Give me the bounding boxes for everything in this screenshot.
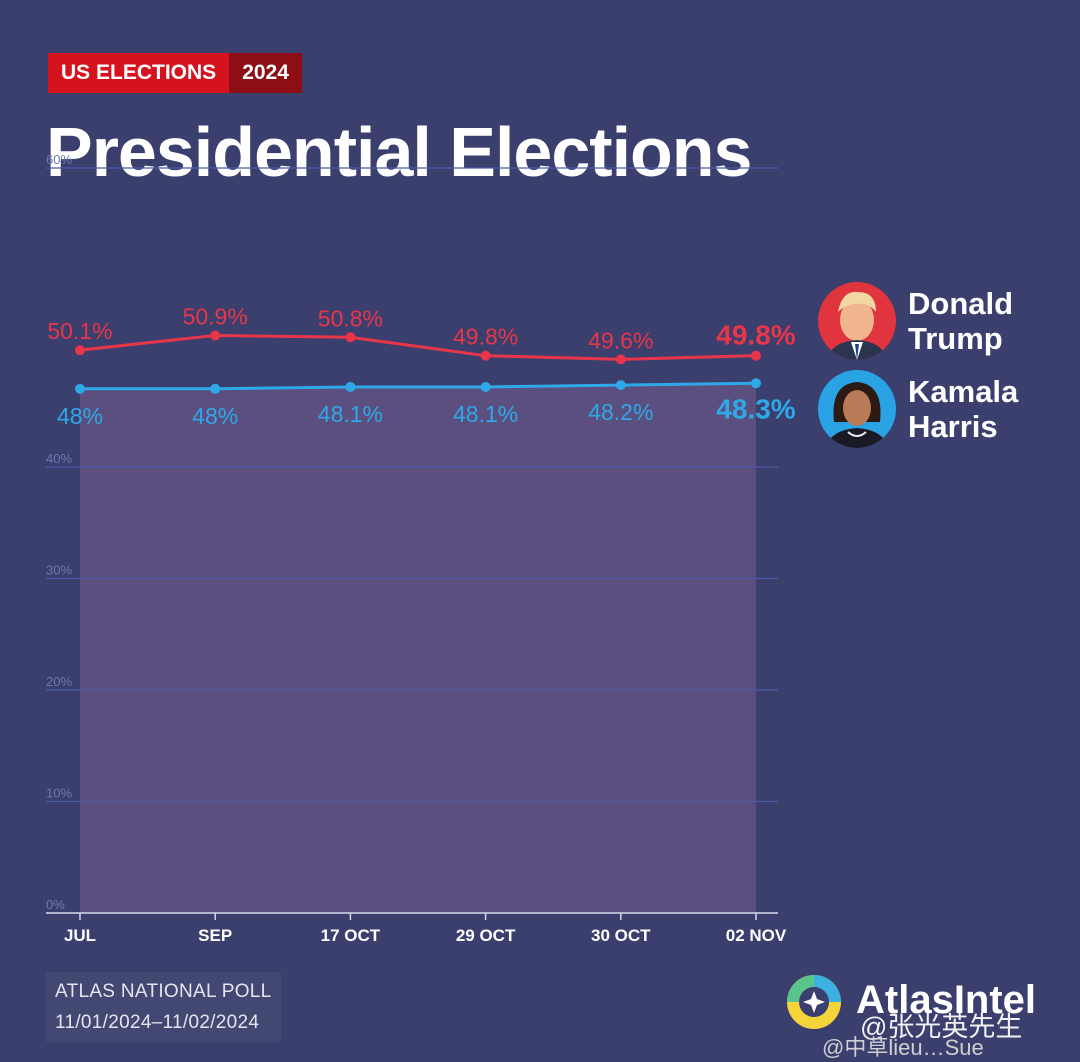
harris-data-label: 48.2% (588, 399, 653, 425)
harris-point (345, 381, 356, 392)
harris-name: Kamala Harris (908, 374, 1019, 444)
trump-name: Donald Trump (908, 286, 1014, 356)
trump-data-label: 50.9% (183, 303, 248, 329)
x-tick-label: 29 OCT (456, 926, 516, 945)
trump-point (615, 354, 626, 365)
trump-line (79, 333, 757, 361)
source-title: ATLAS NATIONAL POLL (55, 981, 272, 1002)
trump-point (751, 350, 761, 361)
source-dates: 11/01/2024–11/02/2024 (55, 1012, 260, 1033)
trump-point (75, 345, 85, 356)
trump-avatar (818, 282, 896, 360)
y-tick-label: 20% (46, 674, 72, 689)
harris-point (751, 378, 761, 389)
trump-point (480, 350, 491, 361)
harris-point (480, 381, 491, 392)
atlas-logo-icon (787, 975, 841, 1029)
x-tick-label: JUL (64, 926, 96, 945)
harris-point (615, 380, 626, 391)
trump-point (345, 332, 356, 343)
harris-point (75, 383, 85, 394)
tag-year: 2024 (229, 53, 302, 93)
candidate-harris: Kamala Harris (818, 370, 1018, 448)
x-tick-label: 02 NOV (726, 926, 787, 945)
x-tick-label: SEP (198, 926, 232, 945)
candidate-trump: Donald Trump (818, 282, 1013, 360)
harris-data-label: 48.1% (453, 401, 518, 427)
harris-area (80, 383, 756, 913)
page-title: Presidential Elections (46, 113, 752, 191)
y-tick-label: 10% (46, 786, 72, 801)
harris-data-label: 48.1% (318, 401, 383, 427)
x-tick-label: 30 OCT (591, 926, 651, 945)
trump-point (210, 330, 221, 341)
election-tag: US ELECTIONS 2024 (48, 53, 302, 93)
harris-data-label: 48.3% (716, 393, 795, 424)
brand-name: AtlasIntel (856, 978, 1037, 1022)
harris-point (210, 383, 221, 394)
trump-data-label: 49.6% (588, 327, 653, 353)
x-tick-label: 17 OCT (321, 926, 381, 945)
harris-line (80, 381, 757, 391)
y-tick-label: 30% (46, 563, 72, 578)
harris-data-label: 48% (57, 403, 103, 429)
y-tick-label: 0% (46, 897, 65, 912)
y-tick-label: 60% (46, 152, 72, 167)
y-tick-label: 40% (46, 451, 72, 466)
trump-data-label: 50.8% (318, 305, 383, 331)
poll-source: ATLAS NATIONAL POLL 11/01/2024–11/02/202… (46, 972, 281, 1042)
harris-avatar (818, 370, 896, 448)
watermark-handle-2: @中草lieu…Sue (822, 1035, 984, 1060)
trump-data-label: 50.1% (47, 318, 112, 344)
trump-data-label: 49.8% (716, 320, 795, 351)
tag-us-elections: US ELECTIONS (48, 53, 230, 93)
watermark-handle: @张光英先生 (860, 1012, 1023, 1042)
harris-data-label: 48% (192, 403, 238, 429)
trump-data-label: 49.8% (453, 324, 518, 350)
